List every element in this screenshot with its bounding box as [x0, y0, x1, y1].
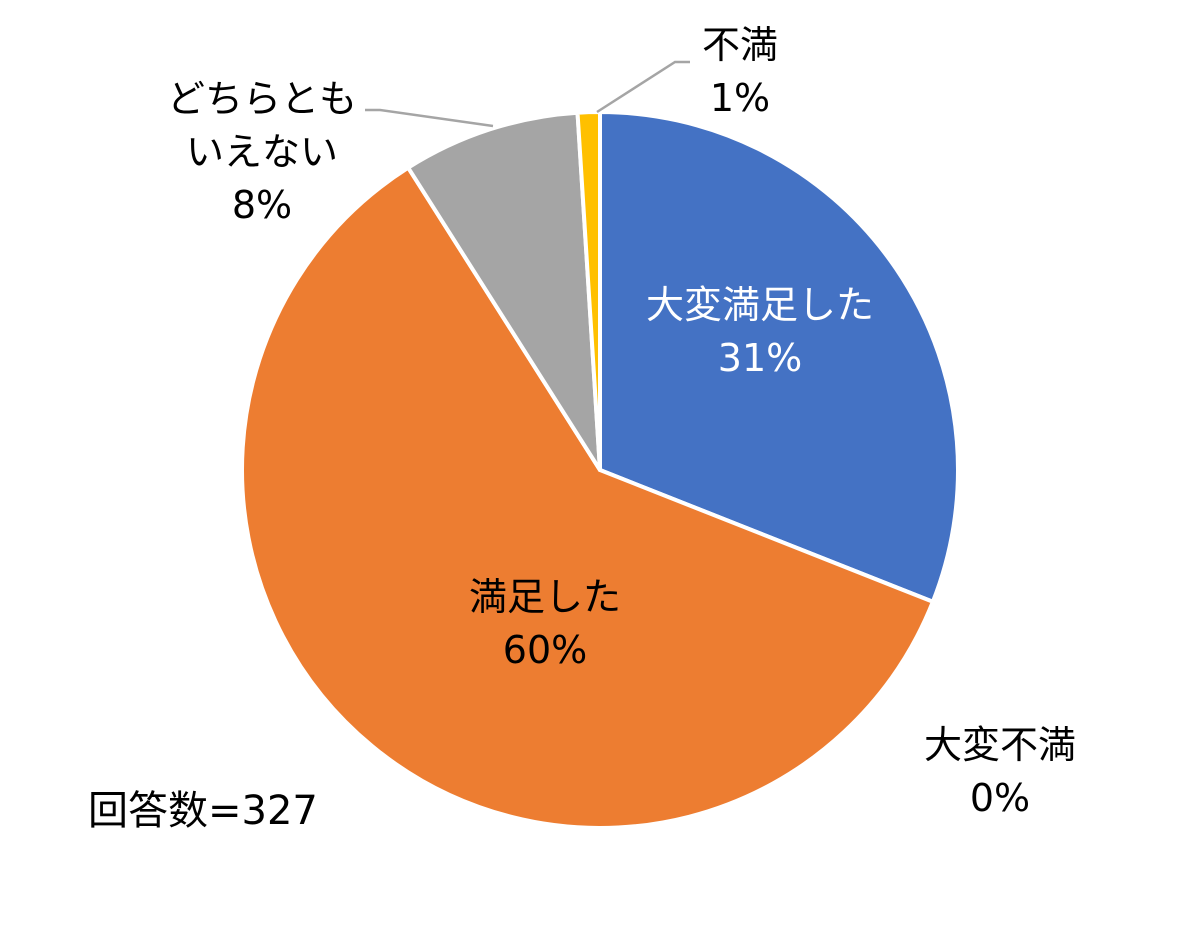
- leader-neutral: [365, 108, 494, 128]
- data-label-very-satisfied: 大変満足した 31%: [646, 283, 874, 380]
- data-label-satisfied: 満足した 60%: [469, 575, 621, 672]
- data-label-dissatisfied: 不満 1%: [702, 23, 778, 120]
- slice-neutral: [406, 110, 602, 472]
- slice-very-satisfied: [598, 110, 960, 604]
- category-label: 満足した: [469, 575, 621, 619]
- value-label: 0%: [970, 776, 1030, 820]
- value-label: 31%: [718, 336, 802, 380]
- value-label: 8%: [232, 183, 292, 227]
- pie-slices: [240, 110, 960, 830]
- response-count-annotation: 回答数=327: [88, 788, 318, 834]
- value-label: 1%: [710, 76, 770, 120]
- category-label: 大変不満: [924, 723, 1076, 767]
- value-label: 60%: [503, 628, 587, 672]
- slice-satisfied: [240, 165, 935, 830]
- category-label: どちらとも: [167, 77, 357, 121]
- leader-lines: [365, 60, 690, 128]
- category-label: 不満: [702, 23, 778, 67]
- category-label: いえない: [186, 130, 338, 174]
- category-label: 大変満足した: [646, 283, 874, 327]
- slice-dissatisfied: [575, 110, 602, 472]
- data-label-very-dissatisfied: 大変不満 0%: [924, 723, 1076, 820]
- leader-dissatisfied: [596, 60, 690, 114]
